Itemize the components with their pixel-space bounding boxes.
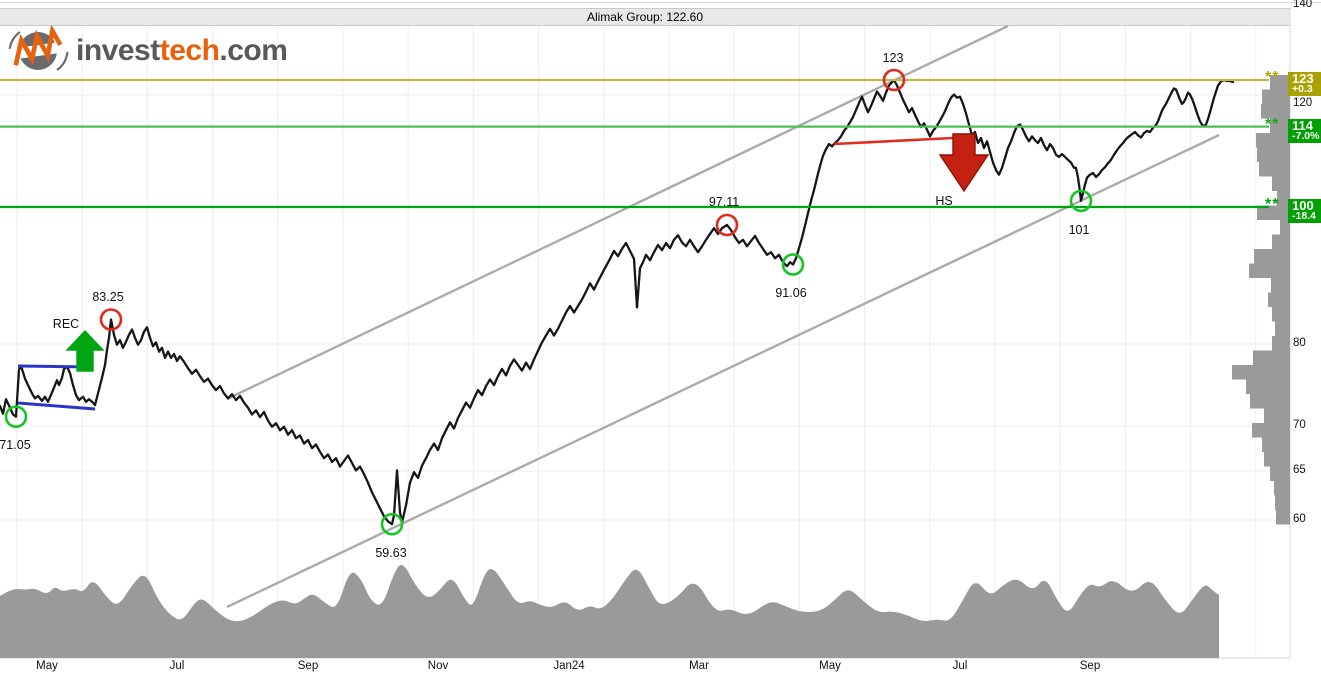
extreme-circle-red — [715, 213, 739, 237]
rectangle-pattern-line — [17, 401, 96, 411]
level-change: +0.3 — [1292, 83, 1313, 95]
extreme-circle-green — [781, 253, 805, 276]
x-axis-label: Jul — [952, 660, 968, 672]
level-stars-114: ** — [1265, 116, 1280, 133]
volume-by-price-bar — [1257, 147, 1290, 162]
hs-down-arrow — [938, 133, 990, 193]
volume-by-price-bar — [1268, 292, 1290, 307]
extreme-label: 123 — [883, 51, 904, 65]
x-axis-label: Mar — [689, 660, 709, 672]
level-value: 114 — [1292, 119, 1313, 133]
volume-by-price-bar — [1253, 350, 1290, 365]
volume-by-price-bar — [1276, 510, 1290, 525]
volume-by-price-bar — [1246, 379, 1290, 394]
annotation-text-rec: REC — [53, 317, 79, 331]
volume-by-price-bar — [1264, 452, 1290, 467]
level-value: 100 — [1292, 199, 1314, 213]
top-border — [0, 2, 1321, 3]
extreme-circle-green — [4, 405, 28, 429]
y-axis-label: 60 — [1293, 513, 1306, 525]
level-change: -7.0% — [1292, 130, 1320, 142]
trend-channel-lower-line — [226, 133, 1220, 609]
volume-by-price-bar — [1272, 307, 1290, 322]
volume-by-price-bar — [1259, 162, 1290, 177]
annotation-text-hs: HS — [935, 194, 952, 208]
x-axis-label: Jul — [169, 660, 185, 672]
level-stars-123: ** — [1265, 69, 1280, 86]
volume-by-price-bar — [1254, 249, 1290, 264]
x-axis-label: May — [819, 660, 841, 672]
volume-by-price-bar — [1274, 481, 1290, 496]
rec-up-arrow — [65, 329, 105, 372]
extreme-circle-green — [380, 512, 404, 536]
x-axis-label: Sep — [297, 660, 319, 672]
volume-by-price-bar — [1256, 133, 1290, 148]
price-line — [0, 78, 1235, 526]
extreme-label: 91.06 — [775, 286, 806, 300]
extreme-label: 101 — [1069, 223, 1090, 237]
y-axis-label: 140 — [1293, 0, 1313, 10]
volume-by-price-bar — [1275, 495, 1290, 510]
level-change: -18.4 — [1292, 210, 1316, 222]
extreme-circle-red — [99, 308, 123, 331]
y-axis-label: 80 — [1293, 337, 1306, 349]
y-axis-label: 65 — [1293, 464, 1306, 476]
trend-channel-upper-line — [226, 24, 1009, 401]
volume-by-price-bar — [1262, 89, 1290, 104]
extreme-circle-green — [1069, 189, 1093, 213]
level-value: 123 — [1292, 72, 1314, 86]
logo-text-com: .com — [219, 34, 288, 67]
extreme-label: 59.63 — [375, 546, 406, 560]
volume-by-price-bar — [1272, 176, 1290, 191]
level-stars-100: ** — [1265, 196, 1280, 213]
volume-by-price-bar — [1272, 234, 1290, 249]
extreme-circle-red — [882, 68, 906, 92]
logo-text-invest: invest — [76, 34, 160, 67]
price-level-box-114: 114 -7.0% — [1288, 119, 1321, 143]
volume-area — [0, 564, 1219, 658]
volume-by-price-bar — [1261, 104, 1290, 119]
x-axis-label: Jan24 — [553, 660, 585, 672]
volume-by-price-bar — [1252, 423, 1290, 438]
extreme-label: 97.11 — [709, 195, 739, 209]
logo-text-tech: tech — [159, 34, 220, 67]
title-bar: Alimak Group: 122.60 — [0, 8, 1290, 26]
logo-mark-icon — [8, 26, 70, 71]
x-axis-label: Sep — [1079, 660, 1101, 672]
volume-by-price-bar — [1250, 394, 1290, 409]
volume-by-price-bar — [1272, 336, 1290, 351]
volume-by-price-bar — [1270, 466, 1290, 481]
logo: investtech.com — [8, 26, 288, 76]
volume-by-price-bar — [1275, 321, 1290, 336]
hs-neckline — [833, 136, 954, 146]
y-axis-label: 120 — [1293, 97, 1313, 109]
y-axis-label: 70 — [1293, 419, 1306, 431]
volume-by-price-bar — [1232, 365, 1290, 380]
chart-title: Alimak Group: 122.60 — [586, 10, 704, 24]
volume-by-price-bar — [1249, 263, 1290, 278]
price-level-box-100: 100 -18.4 — [1288, 199, 1321, 223]
volume-by-price-bar — [1270, 118, 1290, 133]
volume-by-price-bar — [1264, 408, 1290, 423]
x-axis-label: Nov — [427, 660, 449, 672]
extreme-label: 71.05 — [0, 438, 31, 452]
x-axis-label: May — [36, 660, 58, 672]
price-level-box-123: 123 +0.3 — [1288, 72, 1321, 96]
volume-by-price-bar — [1271, 278, 1290, 293]
logo-text: investtech.com — [76, 34, 288, 68]
volume-by-price-bar — [1262, 437, 1290, 452]
volume-by-price-bar — [1280, 220, 1290, 235]
extreme-label: 83.25 — [92, 290, 123, 304]
volume-by-price-bar — [1277, 191, 1290, 206]
volume-by-price-bar — [1257, 205, 1290, 220]
volume-by-price-bar — [1270, 75, 1290, 90]
